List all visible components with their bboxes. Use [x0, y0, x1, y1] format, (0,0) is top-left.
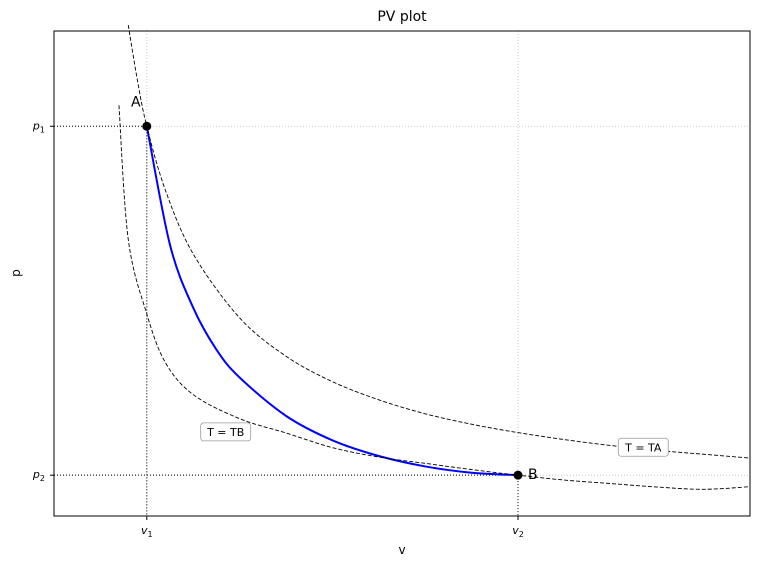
isotherm-curve-2	[118, 105, 751, 490]
annotation-label: T = TA	[624, 441, 662, 454]
point-marker-a	[142, 121, 152, 131]
point-label-a: A	[131, 94, 141, 110]
x-axis-ticks: v1 v2	[141, 516, 524, 539]
process-curve	[145, 126, 519, 477]
annotation-box	[617, 437, 669, 457]
x-axis-label: v	[398, 543, 405, 557]
plot-area	[54, 31, 750, 516]
y-axis-ticks: p1 p2	[32, 119, 54, 483]
annotations: T = TB T = TA	[200, 422, 669, 457]
x-tick-label: v2	[512, 524, 524, 539]
plot-frame	[53, 30, 751, 517]
dotted-guide-lines	[54, 125, 519, 516]
chart-title: PV plot	[377, 9, 427, 25]
state-points: AB	[131, 94, 538, 483]
point-label-b: B	[528, 467, 538, 483]
point-marker-b	[513, 470, 523, 480]
annotation-box	[200, 422, 252, 442]
x-tick-label: v1	[141, 524, 153, 539]
y-tick-label: p1	[32, 119, 45, 134]
annotation-label: T = TB	[206, 426, 244, 439]
y-axis-label: p	[9, 269, 23, 277]
y-tick-label: p2	[32, 468, 45, 483]
